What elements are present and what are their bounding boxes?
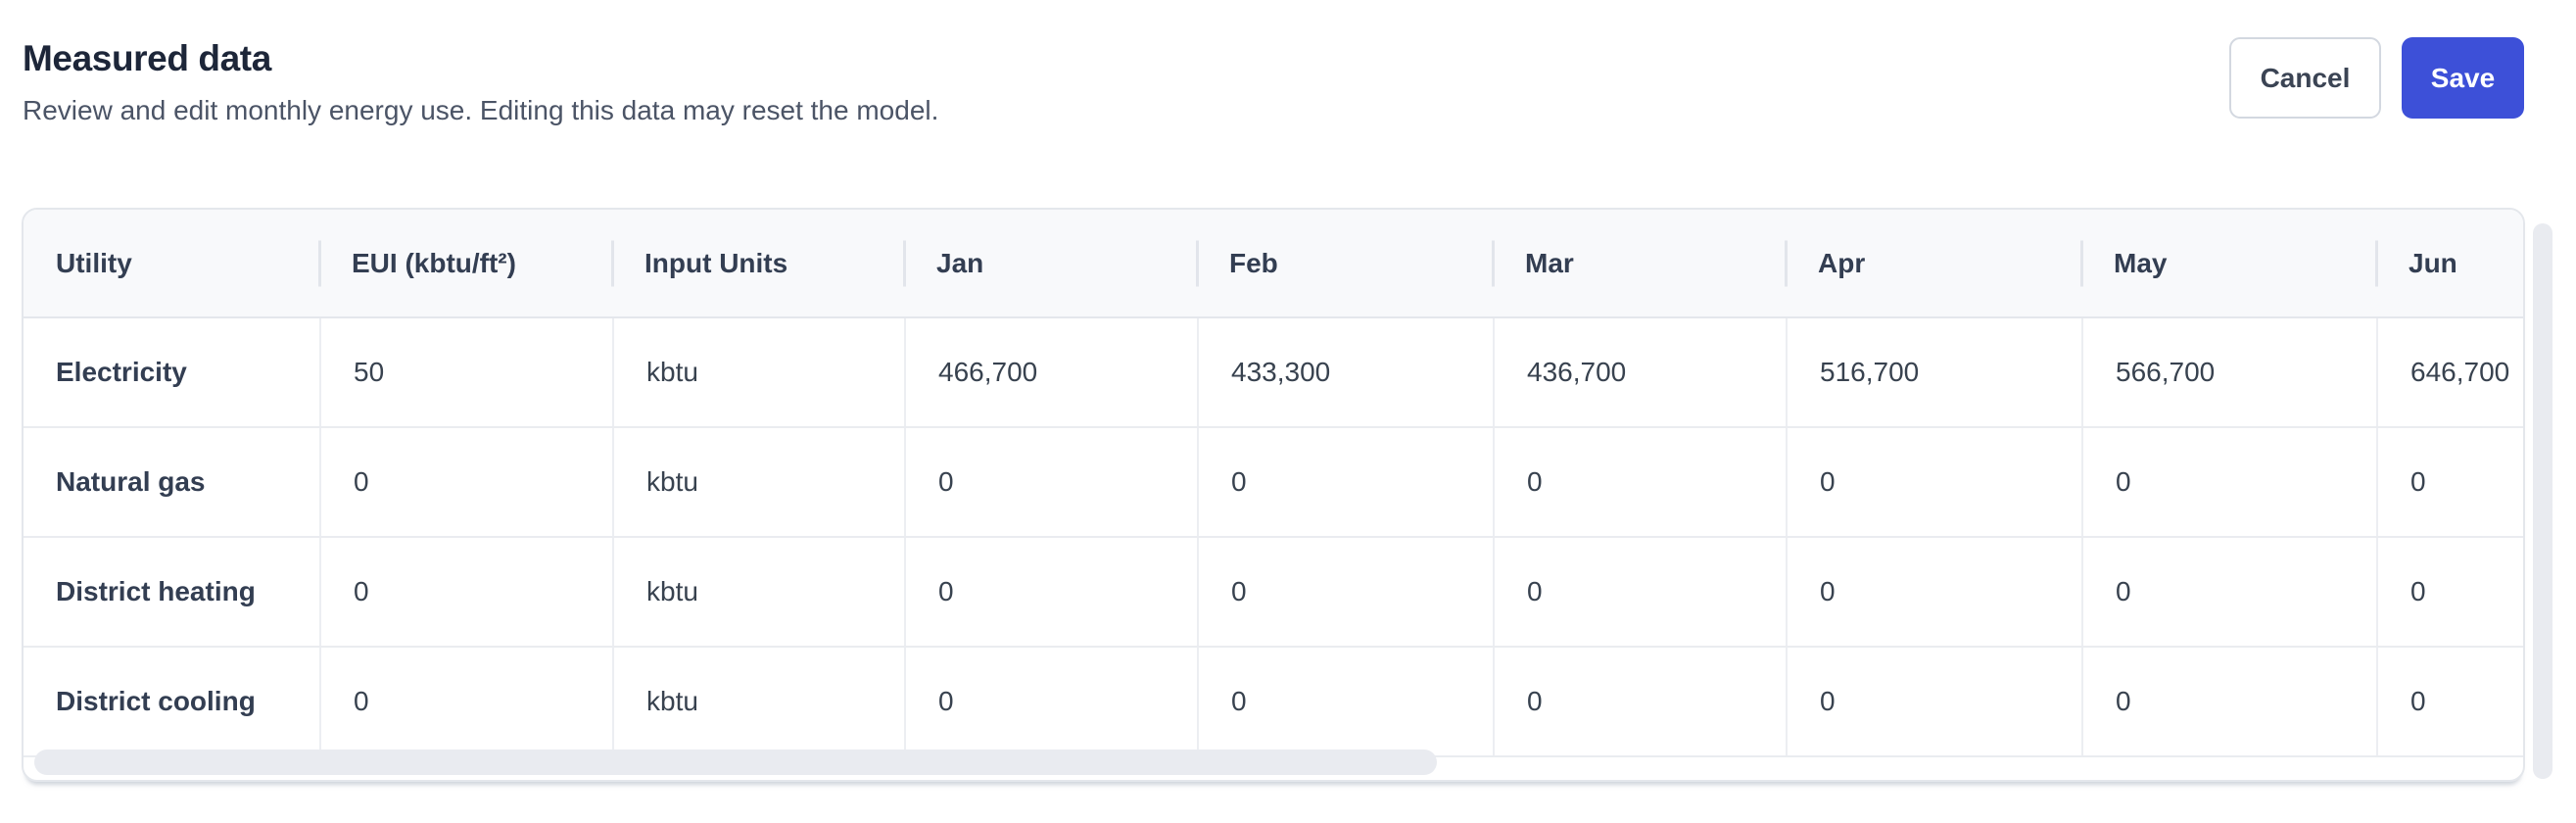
month-value-cell-jan[interactable]: 0 <box>904 428 1197 536</box>
column-header-feb: Feb <box>1197 210 1493 316</box>
month-value-cell-apr[interactable]: 0 <box>1786 648 2081 755</box>
month-value-cell-jan[interactable]: 0 <box>904 538 1197 646</box>
month-value-cell-apr[interactable]: 0 <box>1786 428 2081 536</box>
column-header-apr: Apr <box>1786 210 2081 316</box>
utility-name-cell: District heating <box>56 576 256 606</box>
column-header-jan: Jan <box>904 210 1197 316</box>
input-units-cell[interactable]: kbtu <box>612 318 904 426</box>
month-value-cell-jan[interactable]: 466,700 <box>904 318 1197 426</box>
table-header-row: Utility EUI (kbtu/ft²) Input Units Jan F… <box>24 210 2523 318</box>
month-value-cell-jun[interactable]: 0 <box>2376 538 2523 646</box>
utility-name-cell: District cooling <box>56 686 256 716</box>
column-header-eui: EUI (kbtu/ft²) <box>319 210 612 316</box>
page-header: Measured data Review and edit monthly en… <box>23 37 2524 129</box>
table-row-district-cooling: District cooling 0 kbtu 0 0 0 0 0 0 <box>24 648 2523 757</box>
table-row-electricity: Electricity 50 kbtu 466,700 433,300 436,… <box>24 318 2523 428</box>
month-value-cell-jun[interactable]: 0 <box>2376 648 2523 755</box>
column-header-may: May <box>2081 210 2376 316</box>
utility-name-cell: Electricity <box>56 357 187 387</box>
month-value-cell-jun[interactable]: 646,700 <box>2376 318 2523 426</box>
page-header-text: Measured data Review and edit monthly en… <box>23 37 938 129</box>
vertical-scrollbar-thumb[interactable] <box>2533 223 2552 779</box>
month-value-cell-mar[interactable]: 0 <box>1493 538 1786 646</box>
month-value-cell-mar[interactable]: 0 <box>1493 428 1786 536</box>
eui-value-cell[interactable]: 0 <box>319 648 612 755</box>
month-value-cell-mar[interactable]: 0 <box>1493 648 1786 755</box>
horizontal-scrollbar-thumb[interactable] <box>34 750 1437 775</box>
month-value-cell-apr[interactable]: 516,700 <box>1786 318 2081 426</box>
input-units-cell[interactable]: kbtu <box>612 648 904 755</box>
month-value-cell-feb[interactable]: 0 <box>1197 648 1493 755</box>
month-value-cell-jun[interactable]: 0 <box>2376 428 2523 536</box>
month-value-cell-jan[interactable]: 0 <box>904 648 1197 755</box>
page-title: Measured data <box>23 38 271 78</box>
table-row-natural-gas: Natural gas 0 kbtu 0 0 0 0 0 0 <box>24 428 2523 538</box>
save-button[interactable]: Save <box>2402 37 2524 119</box>
utility-name-cell: Natural gas <box>56 466 206 497</box>
column-header-utility: Utility <box>56 247 132 278</box>
eui-value-cell[interactable]: 0 <box>319 428 612 536</box>
month-value-cell-feb[interactable]: 433,300 <box>1197 318 1493 426</box>
input-units-cell[interactable]: kbtu <box>612 428 904 536</box>
eui-value-cell[interactable]: 0 <box>319 538 612 646</box>
month-value-cell-may[interactable]: 0 <box>2081 648 2376 755</box>
month-value-cell-feb[interactable]: 0 <box>1197 428 1493 536</box>
page-subtitle: Review and edit monthly energy use. Edit… <box>23 95 939 126</box>
eui-value-cell[interactable]: 50 <box>319 318 612 426</box>
column-header-input-units: Input Units <box>612 210 904 316</box>
measured-data-table: Utility EUI (kbtu/ft²) Input Units Jan F… <box>22 208 2525 782</box>
cancel-button[interactable]: Cancel <box>2229 37 2381 119</box>
month-value-cell-may[interactable]: 566,700 <box>2081 318 2376 426</box>
month-value-cell-mar[interactable]: 436,700 <box>1493 318 1786 426</box>
column-header-jun: Jun <box>2376 210 2523 316</box>
month-value-cell-feb[interactable]: 0 <box>1197 538 1493 646</box>
column-header-mar: Mar <box>1493 210 1786 316</box>
month-value-cell-may[interactable]: 0 <box>2081 428 2376 536</box>
header-actions: Cancel Save <box>2229 37 2524 119</box>
input-units-cell[interactable]: kbtu <box>612 538 904 646</box>
table-row-district-heating: District heating 0 kbtu 0 0 0 0 0 0 <box>24 538 2523 648</box>
month-value-cell-may[interactable]: 0 <box>2081 538 2376 646</box>
month-value-cell-apr[interactable]: 0 <box>1786 538 2081 646</box>
